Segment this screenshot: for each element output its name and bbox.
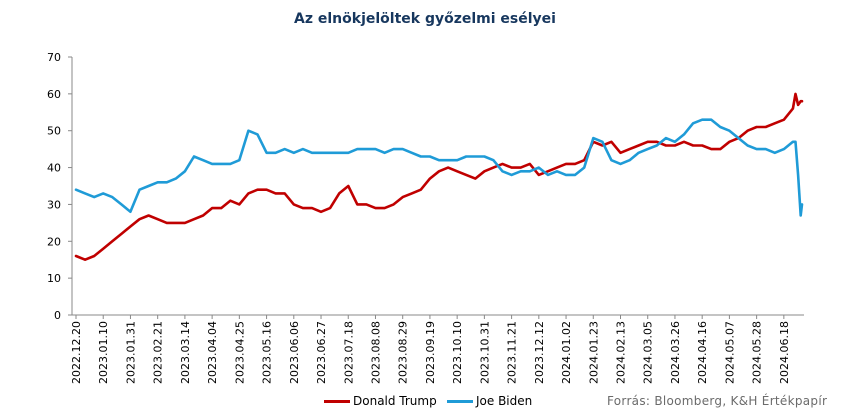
legend-swatch-trump (324, 399, 350, 403)
x-tick-label: 2022.12.20 (70, 321, 83, 384)
legend-item-trump: Donald Trump (324, 394, 437, 408)
x-tick-label: 2024.06.18 (778, 321, 791, 384)
x-tick-label: 2023.04.25 (233, 321, 246, 384)
x-tick-label: 2023.08.08 (369, 321, 382, 384)
x-tick-label: 2024.05.07 (723, 321, 736, 384)
source-note: Forrás: Bloomberg, K&H Értékpapír (607, 394, 828, 408)
x-tick-label: 2023.09.19 (424, 321, 437, 384)
y-tick-label: 60 (47, 88, 61, 101)
legend-item-biden: Joe Biden (447, 394, 532, 408)
x-tick-label: 2023.08.29 (397, 321, 410, 384)
x-tick-label: 2023.06.27 (315, 321, 328, 384)
x-tick-label: 2023.07.18 (342, 321, 355, 384)
x-tick-label: 2023.02.21 (152, 321, 165, 384)
y-tick-label: 30 (47, 198, 61, 211)
x-tick-label: 2023.01.10 (97, 321, 110, 384)
x-tick-label: 2023.12.12 (533, 321, 546, 384)
legend-label-trump: Donald Trump (353, 394, 437, 408)
y-tick-label: 10 (47, 272, 61, 285)
x-tick-label: 2024.03.26 (669, 321, 682, 384)
y-tick-label: 50 (47, 125, 61, 138)
y-tick-label: 0 (54, 309, 61, 322)
chart-title: Az elnökjelöltek győzelmi esélyei (294, 11, 556, 27)
x-tick-label: 2024.05.28 (751, 321, 764, 384)
x-tick-label: 2024.01.02 (560, 321, 573, 384)
series-line-joe-biden (74, 118, 804, 217)
x-tick-label: 2023.11.21 (506, 321, 519, 384)
x-tick-label: 2023.10.10 (451, 321, 464, 384)
y-tick-label: 70 (47, 51, 61, 64)
legend-swatch-biden (447, 399, 473, 403)
x-tick-label: 2024.02.13 (615, 321, 628, 384)
series-line-donald-trump (74, 92, 804, 262)
legend-label-biden: Joe Biden (476, 394, 533, 408)
x-tick-label: 2024.04.16 (696, 321, 709, 384)
x-tick-label: 2023.10.31 (478, 321, 491, 384)
x-tick-label: 2024.01.23 (587, 321, 600, 384)
y-tick-label: 40 (47, 162, 61, 175)
x-tick-label: 2023.06.06 (288, 321, 301, 384)
y-tick-label: 20 (47, 235, 61, 248)
x-tick-label: 2023.04.04 (206, 321, 219, 384)
x-tick-label: 2023.03.14 (179, 321, 192, 384)
x-tick-label: 2024.03.05 (642, 321, 655, 384)
x-tick-label: 2023.01.31 (124, 321, 137, 384)
x-tick-label: 2023.05.16 (261, 321, 274, 384)
